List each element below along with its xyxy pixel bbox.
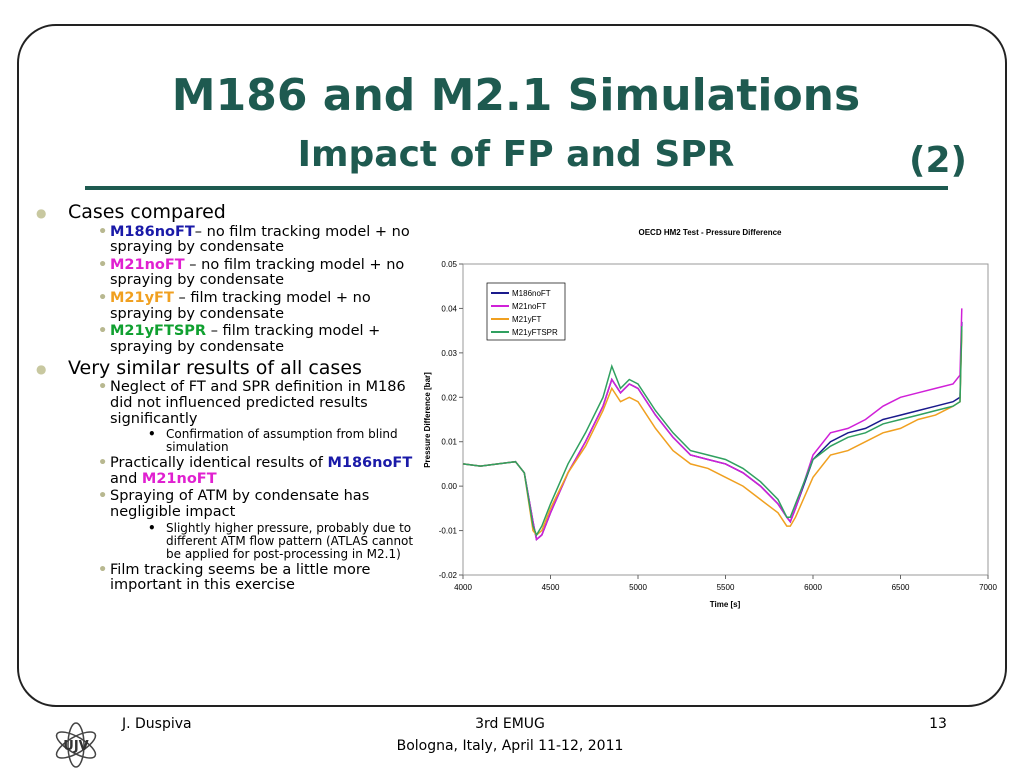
bullet-text: – no film tracking model + no spraying b…	[110, 256, 405, 289]
bullet: Practically identical results of M186noF…	[36, 455, 426, 487]
slide-subtitle: Impact of FP and SPR	[298, 134, 735, 175]
bullet-text: M21yFT	[110, 290, 174, 307]
bullet-text: – no film tracking model + no spraying b…	[110, 223, 410, 256]
bullet-text: M186noFT	[110, 223, 195, 240]
bullet-text: Very similar results of all cases	[68, 356, 362, 379]
bullet-list: Cases comparedM186noFT– no film tracking…	[36, 200, 426, 594]
series-line	[462, 308, 963, 541]
bullet: M21yFTSPR – film tracking model + sprayi…	[36, 324, 426, 355]
footer-event: 3rd EMUG	[475, 716, 545, 732]
x-tick-label: 7000	[979, 583, 997, 592]
bullet: Neglect of FT and SPR definition in M186…	[36, 379, 426, 427]
y-tick-label: 0.05	[441, 260, 457, 269]
bullet: M186noFT– no film tracking model + no sp…	[36, 223, 426, 256]
legend-label: M186noFT	[512, 289, 551, 298]
bullet-text: Neglect of FT and SPR definition in M186…	[110, 379, 406, 427]
y-tick-label: 0.01	[441, 438, 457, 447]
bullet-text: Cases compared	[68, 201, 226, 223]
logo-text: UJV	[63, 739, 88, 754]
bullet-text: M21yFTSPR	[110, 323, 207, 340]
series-line	[462, 330, 963, 537]
bullet: Cases compared	[36, 202, 426, 223]
bullet-text: Practically identical results of	[110, 455, 328, 472]
bullet: M21yFT – film tracking model + no sprayi…	[36, 290, 426, 322]
slide-part: (2)	[909, 140, 967, 181]
footer-page: 13	[929, 716, 947, 732]
y-tick-label: 0.00	[441, 482, 457, 491]
slide-frame	[17, 24, 1007, 707]
bullet-text: M186noFT	[327, 455, 413, 472]
y-tick-label: 0.03	[441, 349, 457, 358]
x-tick-label: 5500	[717, 583, 735, 592]
bullet-text: – film tracking model + no spraying by c…	[110, 290, 371, 322]
bullet-text: and	[110, 470, 142, 487]
y-tick-label: -0.02	[439, 571, 458, 580]
footer-place: Bologna, Italy, April 11-12, 2011	[397, 738, 624, 754]
logo	[55, 722, 97, 768]
bullet-text: Spraying of ATM by condensate has neglig…	[110, 488, 370, 521]
y-tick-label: 0.04	[441, 304, 457, 313]
bullet: Spraying of ATM by condensate has neglig…	[36, 489, 426, 520]
chart-title: OECD HM2 Test - Pressure Difference	[638, 228, 782, 237]
bullet-text: Confirmation of assumption from blind si…	[166, 427, 398, 455]
legend: M186noFT M21noFT M21yFT M21yFTSPR	[486, 282, 566, 341]
x-tick-label: 5000	[629, 583, 647, 592]
bullet-text: M21noFT	[110, 256, 185, 273]
y-axis-label: Pressure Difference [bar]	[423, 372, 432, 468]
bullet: M21noFT – no film tracking model + no sp…	[36, 256, 426, 289]
x-axis-label: Time [s]	[710, 600, 741, 609]
bullet: Confirmation of assumption from blind si…	[36, 428, 426, 454]
bullet: Very similar results of all cases	[36, 358, 426, 379]
x-tick-label: 6000	[804, 583, 822, 592]
legend-label: M21noFT	[512, 302, 546, 311]
footer-author: J. Duspiva	[121, 716, 192, 732]
bullet-text: Film tracking seems be a little more imp…	[110, 561, 371, 594]
x-tick-label: 6500	[892, 583, 910, 592]
chart: OECD HM2 Test - Pressure Difference 0.05 0…	[423, 228, 997, 609]
legend-label: M21yFTSPR	[512, 328, 558, 337]
slide-title: M186 and M2.1 Simulations	[172, 70, 860, 121]
x-tick-label: 4000	[454, 583, 472, 592]
bullet-text: Slightly higher pressure, probably due t…	[166, 520, 414, 561]
bullet-text: – film tracking model + spraying by cond…	[110, 323, 381, 356]
y-tick-label: 0.02	[441, 393, 457, 402]
legend-label: M21yFT	[512, 315, 541, 324]
y-tick-label: -0.01	[439, 527, 458, 536]
bullet: Film tracking seems be a little more imp…	[36, 561, 426, 594]
bullet-text: M21noFT	[141, 470, 217, 487]
x-tick-label: 4500	[542, 583, 560, 592]
series-line	[462, 321, 963, 541]
bullet: Slightly higher pressure, probably due t…	[36, 520, 426, 561]
series-line	[462, 326, 963, 537]
